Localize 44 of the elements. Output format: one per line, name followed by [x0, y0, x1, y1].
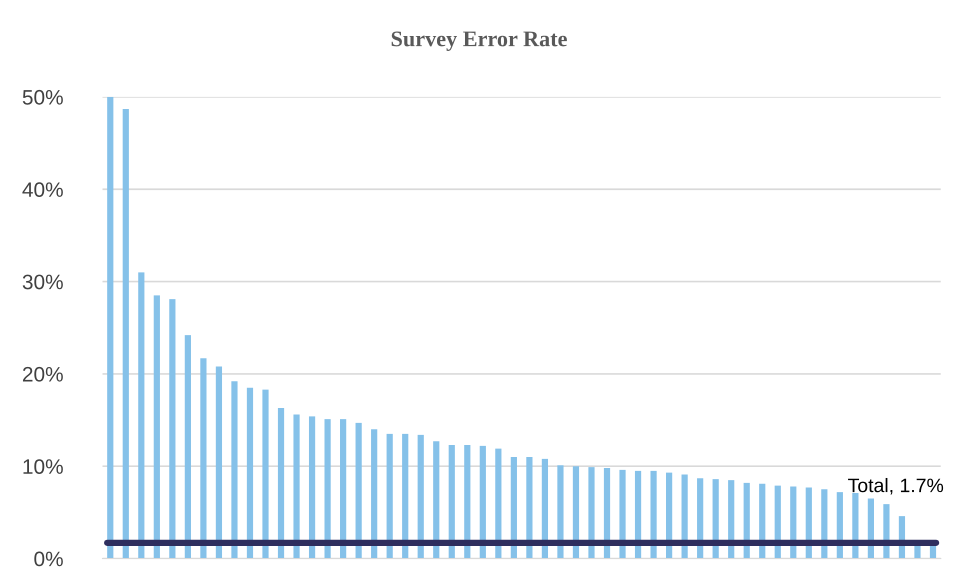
bar — [107, 96, 114, 559]
y-tick-label: 40% — [22, 182, 63, 198]
bar — [293, 414, 300, 559]
bar — [356, 422, 362, 559]
bar — [526, 456, 532, 559]
bar — [433, 441, 440, 559]
bar — [216, 366, 222, 559]
bar — [246, 388, 254, 559]
y-tick-label: 10% — [24, 459, 63, 474]
bar — [122, 108, 129, 559]
ref-line-label: Total, 1.7% — [848, 478, 944, 495]
bar — [759, 484, 766, 559]
bar — [464, 444, 470, 559]
y-tick-label: 20% — [22, 366, 63, 382]
bar — [542, 458, 548, 559]
bar — [371, 429, 378, 559]
bar — [697, 478, 704, 559]
bar — [154, 295, 160, 559]
bar — [340, 419, 346, 559]
bar — [448, 444, 455, 559]
bar — [386, 434, 393, 559]
bar — [278, 408, 284, 559]
bar — [790, 486, 796, 559]
bar — [821, 489, 828, 559]
bar — [262, 390, 269, 559]
bar — [480, 446, 486, 559]
bar — [231, 381, 238, 559]
y-tick-label: 30% — [22, 274, 63, 290]
y-tick-label: 50% — [22, 90, 63, 105]
bar — [138, 272, 144, 559]
bar — [510, 456, 517, 559]
bar — [418, 434, 424, 559]
y-tick-label: 0% — [34, 552, 63, 566]
bar — [495, 448, 502, 559]
bar — [308, 416, 316, 559]
bar — [402, 434, 408, 559]
bar — [774, 486, 781, 559]
bar — [200, 358, 207, 559]
chart-title: Survey Error Rate — [392, 31, 567, 51]
bar — [184, 335, 191, 559]
bar — [169, 299, 176, 559]
bar — [728, 480, 734, 559]
bar — [744, 482, 750, 559]
bar — [324, 419, 331, 559]
